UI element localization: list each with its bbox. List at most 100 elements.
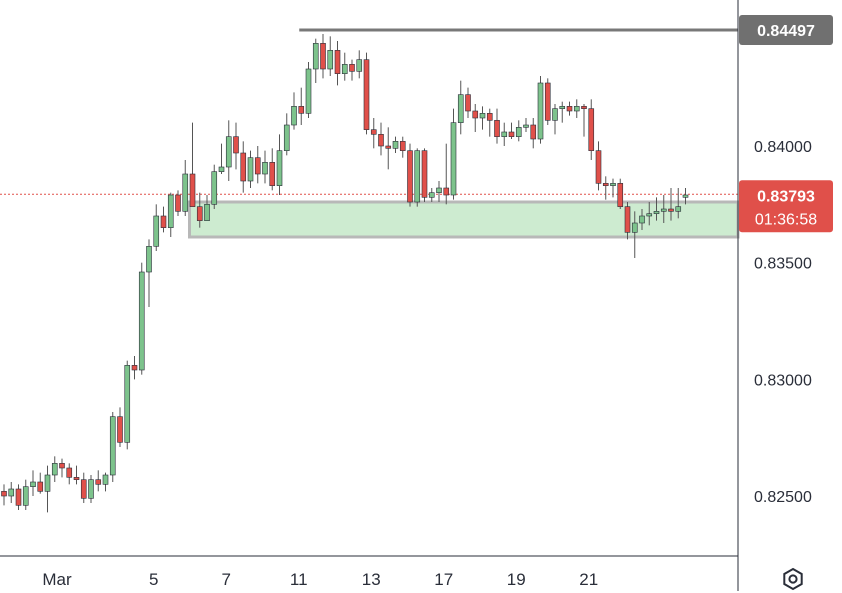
candle-body-down — [334, 50, 341, 74]
candle-body-down — [508, 131, 515, 137]
candle — [117, 407, 123, 447]
candle — [59, 458, 65, 478]
candle-body-up — [22, 486, 29, 506]
candle-body-down — [175, 194, 181, 212]
candle — [660, 195, 667, 223]
candle-body-up — [653, 211, 660, 214]
candle — [544, 78, 551, 125]
candle-body-down — [66, 467, 73, 478]
candle — [8, 482, 15, 503]
candle-body-up — [8, 488, 15, 497]
candle-body-up — [51, 463, 58, 476]
candle — [682, 188, 689, 205]
price-tags: 0.84497 0.83793 01:36:58 — [739, 15, 833, 233]
candle-body-up — [682, 194, 689, 198]
candle — [530, 118, 537, 149]
candle-body-up — [291, 106, 297, 126]
candle-body-down — [494, 120, 500, 137]
candle-body-up — [276, 150, 283, 186]
candle — [537, 76, 544, 144]
candle — [66, 463, 73, 485]
candle-body-up — [204, 204, 210, 221]
candle-body-up — [146, 246, 152, 273]
candle-body-down — [581, 106, 587, 109]
y-axis-ticks: 0.84000 0.83500 0.83000 0.82500 — [754, 139, 812, 506]
x-tick-label: 11 — [290, 570, 308, 589]
x-tick-label: 13 — [362, 570, 381, 589]
candle — [327, 36, 334, 76]
support-zone-layer — [188, 200, 740, 239]
candle — [472, 104, 479, 132]
candle — [80, 472, 87, 503]
candle — [559, 101, 566, 123]
candle — [189, 122, 196, 207]
candle — [138, 262, 145, 375]
candle — [501, 122, 508, 146]
candle-body-up — [610, 183, 616, 186]
candle — [218, 143, 225, 174]
candle-body-up — [312, 43, 319, 70]
candle-body-up — [218, 166, 225, 172]
x-tick-label: 19 — [507, 570, 526, 589]
candle-body-up — [262, 162, 268, 175]
candle — [617, 178, 624, 209]
candle-body-down — [320, 43, 326, 70]
x-tick-label: 21 — [579, 570, 598, 589]
candle-body-down — [472, 110, 479, 119]
candle-body-up — [414, 150, 421, 203]
candle — [639, 209, 645, 230]
candle-body-down — [624, 206, 631, 233]
candle-body-up — [479, 113, 486, 119]
candle — [15, 484, 22, 510]
candle — [523, 118, 529, 132]
candle-body-up — [211, 171, 218, 205]
candle — [146, 239, 152, 307]
resistance-price-tag — [739, 15, 833, 46]
candle — [269, 148, 276, 191]
candle — [225, 120, 232, 181]
chart-settings-button[interactable] — [778, 565, 808, 593]
candle — [291, 92, 297, 130]
candle — [573, 99, 580, 118]
candle-body-down — [233, 136, 239, 154]
candle — [675, 188, 682, 219]
candle-body-up — [225, 136, 232, 168]
candle — [240, 141, 247, 193]
candle-body-up — [109, 416, 116, 476]
candle — [276, 134, 283, 195]
candle-body-down — [602, 183, 609, 186]
y-tick-label: 0.83000 — [754, 372, 812, 389]
candle-body-up — [631, 222, 638, 233]
candle — [298, 87, 305, 125]
candle-body-up — [247, 157, 254, 182]
x-tick-label: 7 — [222, 570, 231, 589]
candle — [479, 106, 486, 130]
candle — [95, 470, 102, 492]
candle-body-down — [595, 150, 602, 184]
candle-body-down — [73, 477, 80, 480]
candle-body-up — [675, 206, 682, 212]
candle-body-up — [515, 127, 522, 137]
candle — [233, 122, 239, 170]
candle-body-down — [298, 106, 305, 114]
countdown-label: 01:36:58 — [755, 211, 817, 228]
candle — [153, 204, 160, 251]
candle-body-up — [327, 50, 334, 70]
candle-body-up — [167, 194, 174, 228]
candle — [356, 50, 363, 79]
candle-body-up — [559, 106, 566, 109]
candle-body-up — [305, 68, 312, 114]
candle-body-down — [59, 463, 65, 469]
x-tick-label: Mar — [42, 570, 72, 589]
candle — [370, 118, 377, 149]
candle — [566, 101, 573, 116]
candle — [182, 160, 189, 216]
current-price-label: 0.83793 — [757, 188, 815, 205]
candle-body-up — [30, 481, 36, 487]
candle-body-down — [196, 206, 203, 221]
candle — [515, 120, 522, 142]
candle — [363, 52, 370, 135]
candle — [44, 465, 51, 513]
candle — [436, 181, 442, 202]
